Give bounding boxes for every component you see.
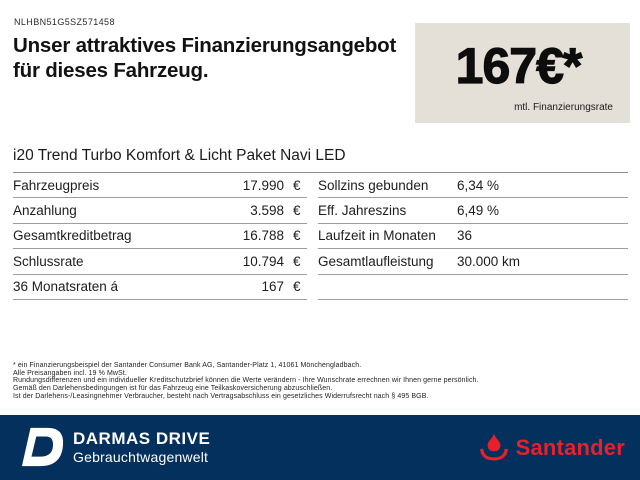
row-label: Eff. Jahreszins xyxy=(318,203,407,219)
disclaimer-line: Gemäß den Darlehensbedingungen ist für d… xyxy=(13,385,333,393)
dealer-name: DARMAS DRIVE xyxy=(73,428,211,448)
row-currency: € xyxy=(293,203,301,219)
row-label: Fahrzeugpreis xyxy=(13,177,100,193)
bank-logo: Santander xyxy=(478,433,625,463)
row-value: 6,49 % xyxy=(457,203,500,219)
row-currency: € xyxy=(293,177,301,193)
disclaimer-line: Ist der Darlehens-/Leasingnehmer Verbrau… xyxy=(13,392,429,400)
row-label: Gesamtkreditbetrag xyxy=(13,228,132,244)
row-label: Anzahlung xyxy=(13,203,77,219)
table-row: Eff. Jahreszins 6,49 % xyxy=(318,198,628,224)
row-value: 36 xyxy=(457,228,473,244)
finance-table-left-column: Fahrzeugpreis 17.990 € Anzahlung 3.598 €… xyxy=(13,173,307,300)
finance-table-right-column: Sollzins gebunden 6,34 % Eff. Jahreszins… xyxy=(318,173,628,300)
row-value: 6,34 % xyxy=(457,177,500,193)
page-title: Unser attraktives Finanzierungsangebot f… xyxy=(13,34,397,82)
dealer-name-block: DARMAS DRIVE Gebrauchtwagenwelt xyxy=(73,429,210,466)
row-label: Sollzins gebunden xyxy=(318,177,429,193)
legal-disclaimer: * ein Finanzierungsbeispiel der Santande… xyxy=(13,362,633,401)
footer-bar: DARMAS DRIVE Gebrauchtwagenwelt Santande… xyxy=(0,415,640,480)
table-row: Sollzins gebunden 6,34 % xyxy=(318,173,628,199)
table-row: Gesamtkreditbetrag 16.788 € xyxy=(13,224,307,250)
monthly-rate-caption: mtl. Finanzierungsrate xyxy=(514,102,613,113)
dealer-subtitle: Gebrauchtwagenwelt xyxy=(73,448,209,465)
monthly-rate-amount: 167€* xyxy=(455,37,583,94)
bank-name: Santander xyxy=(515,435,625,460)
finance-table: Fahrzeugpreis 17.990 € Anzahlung 3.598 €… xyxy=(13,173,628,300)
disclaimer-line: Alle Preisangaben incl. 19 % MwSt. xyxy=(13,369,127,377)
row-label: 36 Monatsraten á xyxy=(13,279,119,295)
row-label: Laufzeit in Monaten xyxy=(318,228,436,244)
disclaimer-line: * ein Finanzierungsbeispiel der Santande… xyxy=(13,362,362,369)
row-value: 16.788 xyxy=(242,228,284,244)
table-row: Anzahlung 3.598 € xyxy=(13,198,307,224)
table-row: Schlussrate 10.794 € xyxy=(13,249,307,275)
disclaimer-line: Rundungsdifferenzen und ein individuelle… xyxy=(13,377,479,385)
table-row: Laufzeit in Monaten 36 xyxy=(318,224,628,250)
vehicle-vin: NLHBN51G5SZ571458 xyxy=(14,17,115,27)
darmas-d-icon xyxy=(20,426,64,468)
row-currency: € xyxy=(293,228,301,244)
table-row: Fahrzeugpreis 17.990 € xyxy=(13,173,307,199)
row-currency: € xyxy=(293,253,301,269)
row-value: 10.794 xyxy=(242,253,284,269)
table-row: Gesamtlaufleistung 30.000 km xyxy=(318,249,628,275)
santander-flame-icon xyxy=(478,433,510,463)
row-value: 3.598 xyxy=(250,203,284,219)
table-row: 36 Monatsraten á 167 € xyxy=(13,275,307,300)
vehicle-title: i20 Trend Turbo Komfort & Licht Paket Na… xyxy=(13,147,628,173)
price-badge: 167€* mtl. Finanzierungsrate xyxy=(415,23,630,123)
row-label: Schlussrate xyxy=(13,253,84,269)
row-currency: € xyxy=(293,279,301,295)
table-row xyxy=(318,275,628,300)
row-value: 30.000 km xyxy=(457,253,521,269)
dealer-logo: DARMAS DRIVE Gebrauchtwagenwelt xyxy=(20,426,210,468)
row-label: Gesamtlaufleistung xyxy=(318,253,434,269)
row-value: 17.990 xyxy=(242,177,284,193)
row-value: 167 xyxy=(261,279,284,295)
